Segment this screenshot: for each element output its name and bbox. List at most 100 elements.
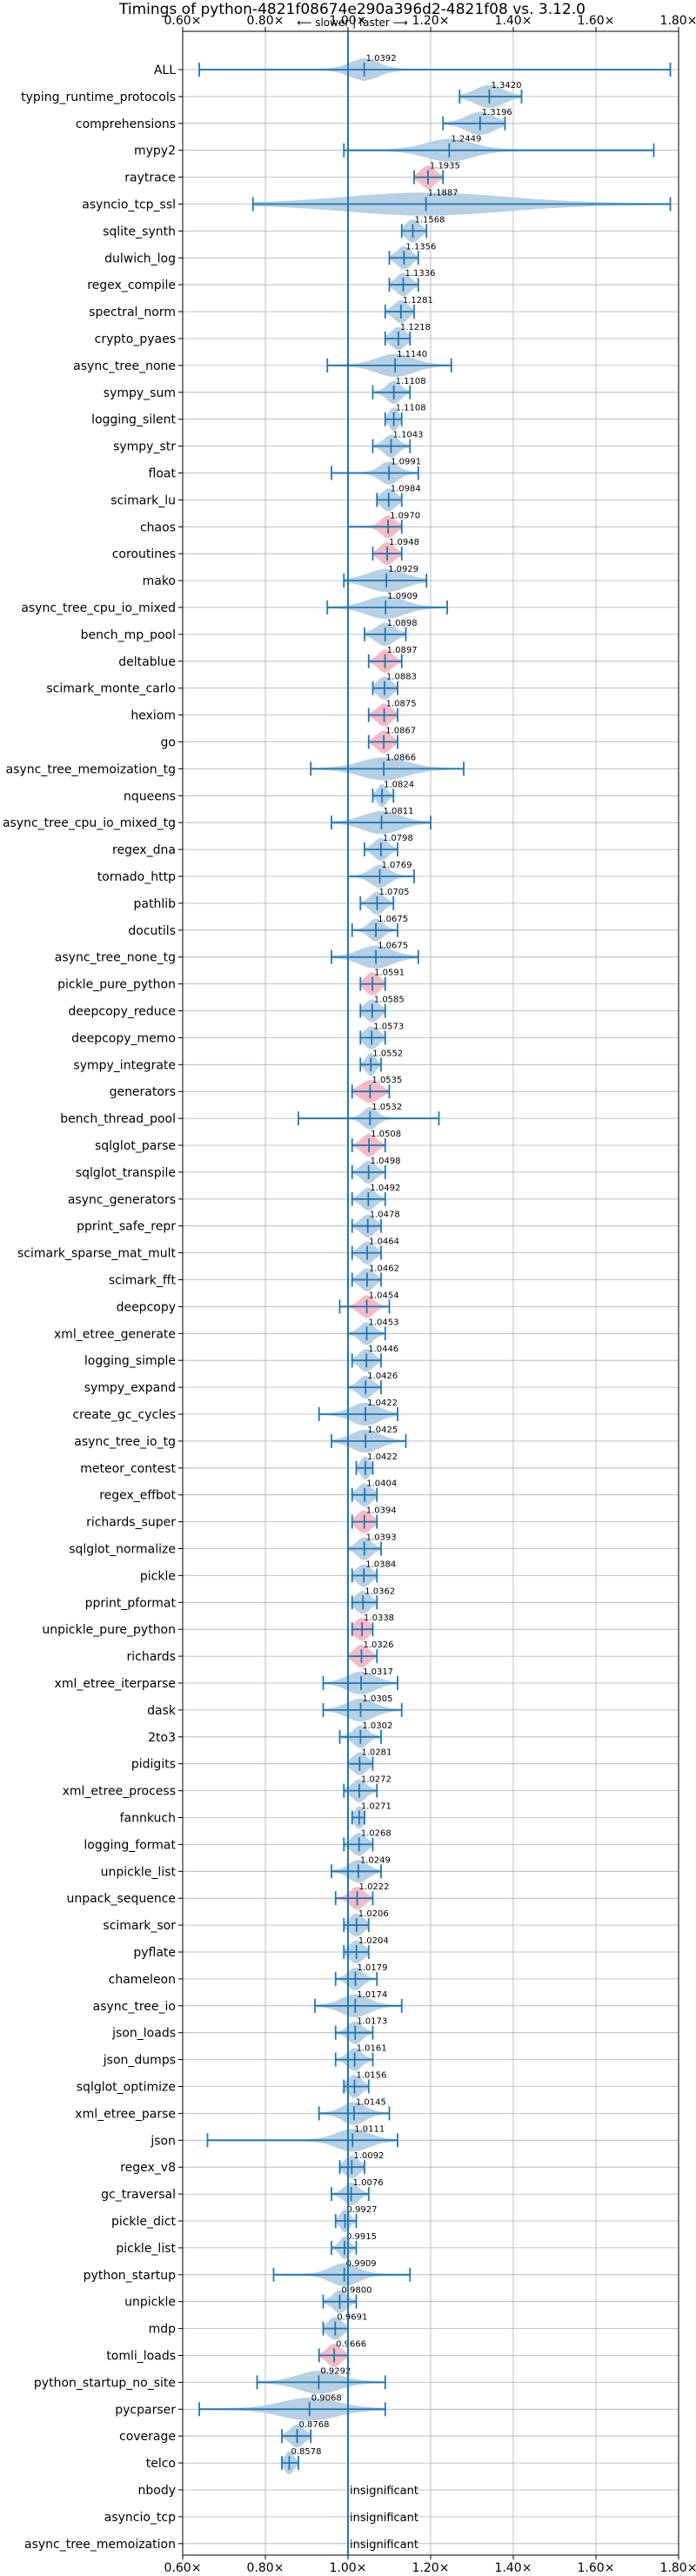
benchmark-label: deepcopy_reduce [68,1005,176,1019]
benchmark-label: comprehensions [76,117,176,131]
benchmark-label: sympy_expand [84,1381,176,1395]
benchmark-label: pickle_pure_python [57,978,176,992]
benchmark-label: json_dumps [103,2054,176,2068]
value-label: 1.0422 [367,1399,398,1408]
value-label: 1.0394 [366,1506,397,1516]
benchmark-violin-group: 1.0675 [331,942,419,969]
value-label: 1.0305 [362,1694,392,1704]
insignificant-label: insignificant [350,2512,418,2525]
benchmark-violin-group: 1.0866 [310,753,465,781]
benchmark-violin-group: 1.0897 [367,646,418,673]
benchmark-violin-group: 1.0404 [351,1479,397,1506]
benchmark-violin-group: 1.0249 [331,1855,391,1883]
benchmark-violin-group: 1.0532 [298,1103,440,1130]
benchmark-violin-group: 1.0705 [359,888,409,916]
value-label: 1.0675 [378,915,408,924]
benchmark-violin-group: 1.0179 [334,1963,388,1991]
value-label: 1.0705 [378,888,409,897]
benchmark-label: sympy_sum [104,386,176,400]
benchmark-label: python_startup [84,2269,176,2283]
benchmark-label: pathlib [134,897,177,911]
value-label: 0.8578 [291,2447,321,2457]
value-label: 1.0866 [385,753,416,762]
benchmark-label: logging_format [84,1838,176,1852]
value-label: 1.0249 [360,1855,391,1865]
value-label: 0.9915 [346,2232,377,2242]
benchmark-label: tomli_loads [106,2350,176,2364]
insignificant-label: insignificant [350,2539,418,2552]
benchmark-label: docutils [128,924,176,938]
benchmark-label: sqlglot_parse [95,1139,176,1153]
benchmark-label: richards [127,1650,177,1664]
benchmark-violin-group: 0.9691 [322,2313,367,2340]
benchmark-violin-group: 1.3420 [458,81,523,109]
value-label: 1.0179 [358,1963,388,1973]
benchmark-label: nqueens [124,789,176,803]
benchmark-label: hexiom [130,709,176,723]
benchmark-violin-group: 1.0393 [347,1533,397,1560]
benchmark-violin-group: 1.0206 [343,1909,389,1937]
benchmark-label: sqlglot_transpile [76,1166,176,1180]
benchmark-label: meteor_contest [80,1462,176,1476]
benchmark-violin-group: 1.0222 [334,1882,390,1910]
benchmark-label: richards_super [86,1516,176,1530]
value-label: 1.0222 [359,1882,390,1892]
benchmark-label: gc_traversal [101,2188,176,2202]
benchmark-violin-group: 0.8768 [281,2420,329,2448]
benchmark-violin-group: 1.1043 [371,431,424,458]
value-label: 1.0875 [386,700,417,709]
benchmark-violin-group: 1.0161 [334,2044,387,2071]
benchmark-violin-group: 1.0811 [331,807,432,835]
benchmark-label: pycparser [115,2403,176,2417]
x-tick-label-bottom: 1.60× [578,2561,615,2575]
value-label: 1.0393 [366,1533,397,1543]
benchmark-violin-group: 1.2449 [343,135,655,162]
value-label: 1.1108 [396,377,426,386]
benchmark-label: json [150,2134,176,2148]
benchmark-violin-group: 1.0462 [351,1265,399,1291]
benchmark-label: deepcopy [117,1300,176,1314]
benchmark-label: unpickle_pure_python [42,1623,176,1637]
benchmark-violin-group: 1.0948 [371,538,419,566]
value-label: 1.0425 [367,1426,398,1435]
benchmark-violin-group: 1.0453 [347,1318,399,1345]
benchmark-label: regex_effbot [99,1489,176,1503]
benchmark-violin-group: 1.0492 [351,1184,400,1211]
value-label: 1.0446 [368,1345,398,1354]
value-label: 1.0948 [389,538,419,547]
benchmark-label: regex_dna [112,843,176,857]
benchmark-violin-group: 0.9927 [334,2205,378,2233]
value-label: 1.0338 [364,1613,394,1623]
benchmark-label: chaos [140,520,176,534]
benchmark-violin-group: 0.9068 [198,2393,386,2421]
value-label: 1.0478 [370,1211,400,1220]
benchmark-violin-group: 1.0394 [351,1506,397,1533]
benchmark-label: async_tree_none_tg [55,951,176,965]
value-label: 1.0173 [357,2017,387,2027]
benchmark-violin-group: 1.0338 [351,1613,394,1641]
value-label: 0.9666 [336,2340,366,2350]
benchmark-violin-group: 0.8578 [281,2447,321,2475]
benchmark-label: raytrace [124,171,176,185]
benchmark-label: asyncio_tcp_ssl [82,198,176,212]
value-label: 1.0492 [370,1184,400,1193]
value-label: 1.0909 [387,592,418,601]
value-label: 1.0929 [388,565,418,574]
benchmark-label: xml_etree_iterparse [55,1677,176,1691]
benchmark-label: tornado_http [97,870,176,884]
benchmark-violin-group: 1.0798 [364,834,413,862]
value-label: 1.0532 [371,1103,402,1112]
benchmark-violin-group: 1.0875 [367,700,417,727]
x-tick-label-bottom: 0.60× [164,2561,202,2575]
benchmark-label: pickle_list [116,2242,176,2256]
benchmark-label: nbody [138,2484,177,2498]
value-label: 1.0883 [386,673,417,682]
benchmark-violin-group: 1.0317 [322,1667,398,1695]
value-label: 1.0174 [357,1990,387,2000]
benchmark-violin-group: 1.0362 [351,1587,395,1614]
x-tick-label-bottom: 1.80× [660,2561,696,2575]
benchmark-label: async_tree_memoization_tg [6,762,176,776]
benchmark-label: telco [146,2457,176,2471]
benchmark-violin-group: 1.0909 [326,592,448,620]
